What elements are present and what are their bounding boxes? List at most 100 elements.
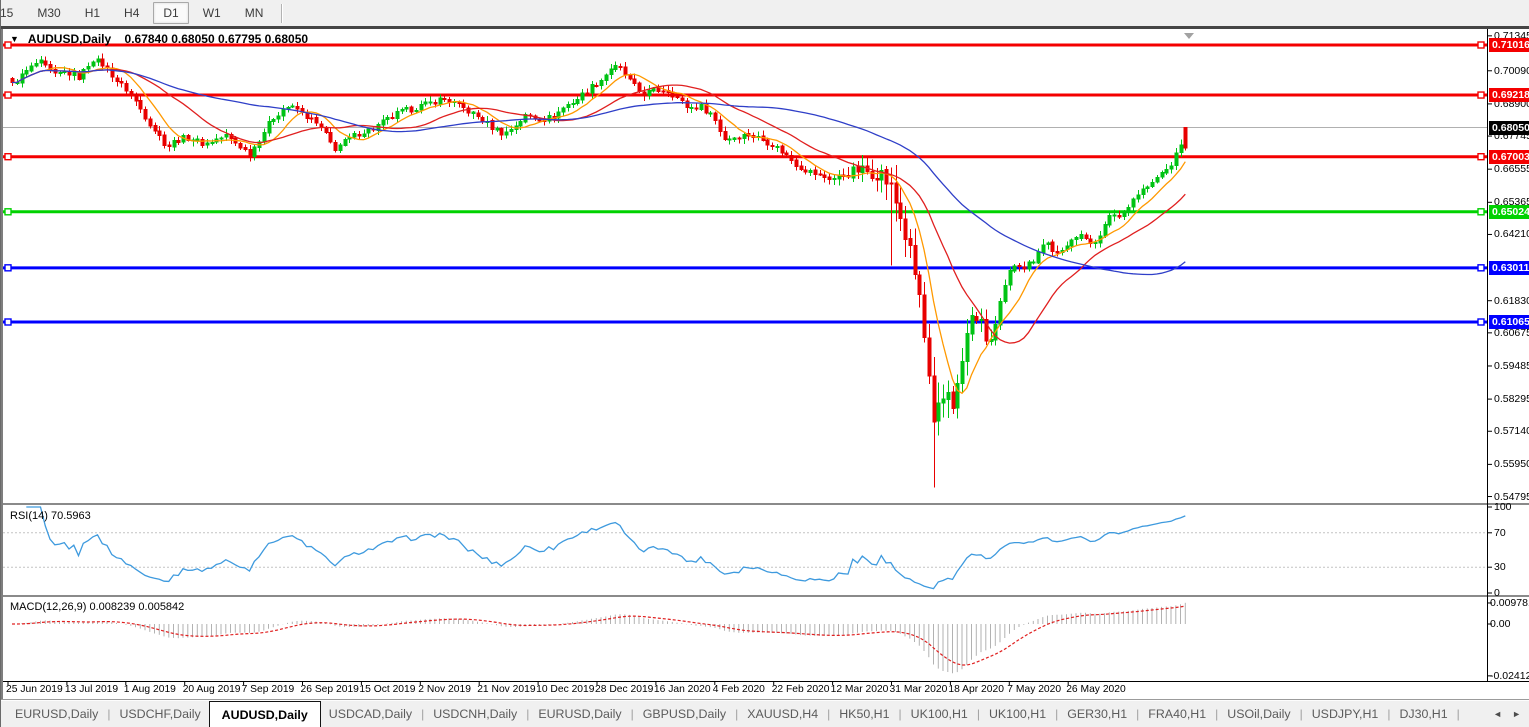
chart-tab-usoil-daily[interactable]: USOil,Daily bbox=[1227, 706, 1291, 721]
date-axis-label: 15 Oct 2019 bbox=[359, 684, 416, 695]
hline-handle[interactable] bbox=[4, 91, 12, 99]
hline-handle[interactable] bbox=[1477, 41, 1485, 49]
ma-21-line[interactable] bbox=[11, 68, 1186, 344]
date-axis-label: 26 Sep 2019 bbox=[300, 684, 359, 695]
price-tick-label: 0.59485 bbox=[1494, 359, 1529, 372]
hline-handle[interactable] bbox=[4, 264, 12, 272]
macd-tick-label: -0.02412 bbox=[1490, 669, 1529, 682]
rsi-line[interactable] bbox=[26, 506, 1186, 590]
chart-tab-usdchf-daily[interactable]: USDCHF,Daily bbox=[119, 706, 201, 721]
hline-handle[interactable] bbox=[4, 208, 12, 216]
ma-55-line[interactable] bbox=[11, 69, 1186, 276]
date-axis-label: 21 Nov 2019 bbox=[477, 684, 536, 695]
chart-tab-uk100-h1[interactable]: UK100,H1 bbox=[910, 706, 968, 721]
hline-handle[interactable] bbox=[1477, 318, 1485, 326]
chart-dropdown-icon[interactable]: ▼ bbox=[10, 34, 19, 44]
hline-price-flag[interactable]: 0.65024 bbox=[1489, 204, 1529, 219]
tab-separator: | bbox=[898, 706, 902, 721]
timeframe-button-d1[interactable]: D1 bbox=[153, 2, 189, 24]
date-axis-label: 31 Mar 2020 bbox=[889, 684, 948, 695]
price-tick-label: 0.60675 bbox=[1494, 326, 1529, 339]
date-axis-label: 4 Feb 2020 bbox=[712, 684, 765, 695]
macd-tick-label: 0.009781 bbox=[1490, 596, 1529, 609]
price-tick-label: 0.70090 bbox=[1494, 64, 1529, 77]
candles bbox=[10, 53, 1188, 488]
date-axis-label: 13 Jul 2019 bbox=[64, 684, 119, 695]
chart-tab-xauusd-h4[interactable]: XAUUSD,H4 bbox=[747, 706, 819, 721]
tab-separator: | bbox=[526, 706, 530, 721]
price-tick-label: 0.66555 bbox=[1494, 163, 1529, 176]
price-tick-label: 0.55950 bbox=[1494, 458, 1529, 471]
hline-price-flag[interactable]: 0.69218 bbox=[1489, 88, 1529, 103]
macd-tick-label: 0.00 bbox=[1490, 618, 1511, 630]
tab-separator: | bbox=[421, 706, 425, 721]
chart-tab-ger30-h1[interactable]: GER30,H1 bbox=[1067, 706, 1128, 721]
timeframe-button-m30[interactable]: M30 bbox=[37, 6, 61, 20]
date-axis-label: 1 Aug 2019 bbox=[123, 684, 176, 695]
timeframe-button-h4[interactable]: H4 bbox=[124, 6, 140, 20]
macd-signal-line[interactable] bbox=[12, 605, 1186, 666]
hline-price-flag[interactable]: 0.61065 bbox=[1489, 314, 1529, 329]
price-tick-label: 0.57140 bbox=[1494, 425, 1529, 438]
chart-tab-gbpusd-daily[interactable]: GBPUSD,Daily bbox=[642, 706, 727, 721]
date-axis-label: 16 Jan 2020 bbox=[653, 684, 711, 695]
hline-price-flag[interactable]: 0.71016 bbox=[1489, 38, 1529, 52]
price-tick-label: 0.58295 bbox=[1494, 393, 1529, 406]
chart-tab-dj30-h1[interactable]: DJ30,H1 bbox=[1399, 706, 1448, 721]
chart-shift-marker-icon[interactable] bbox=[1184, 33, 1194, 39]
date-axis-label: 12 Mar 2020 bbox=[830, 684, 889, 695]
chart-tab-fra40-h1[interactable]: FRA40,H1 bbox=[1148, 706, 1207, 721]
hline-handle[interactable] bbox=[4, 153, 12, 161]
tab-separator: | bbox=[1136, 706, 1140, 721]
hline-handle[interactable] bbox=[1477, 91, 1485, 99]
date-axis-label: 7 Sep 2019 bbox=[241, 684, 295, 695]
tab-scroll-left-icon[interactable]: ◄ bbox=[1493, 708, 1503, 719]
hline-price-flag[interactable]: 0.63011 bbox=[1489, 260, 1529, 275]
hline-handle[interactable] bbox=[1477, 264, 1485, 272]
chart-tab-eurusd-daily[interactable]: EURUSD,Daily bbox=[538, 706, 622, 721]
hline-handle[interactable] bbox=[1477, 153, 1485, 161]
date-axis-label: 18 Apr 2020 bbox=[948, 684, 1004, 695]
chart-tab-usdjpy-h1[interactable]: USDJPY,H1 bbox=[1311, 706, 1379, 721]
chart-tab-bar: EURUSD,Daily | USDCHF,Daily AUDUSD,Daily USD… bbox=[1, 699, 1529, 727]
date-axis-label: 28 Dec 2019 bbox=[595, 684, 654, 695]
tab-scroll-right-icon[interactable]: ► bbox=[1512, 708, 1521, 719]
chart-ohlc-values: 0.67840 0.68050 0.67795 0.68050 bbox=[124, 32, 309, 46]
chart-tab-hk50-h1[interactable]: HK50,H1 bbox=[839, 706, 890, 721]
timeframe-button-w1[interactable]: W1 bbox=[202, 6, 221, 20]
hline-handle[interactable] bbox=[4, 41, 12, 49]
tab-separator: | bbox=[827, 706, 831, 721]
hline-price-flag[interactable]: 0.67003 bbox=[1489, 149, 1529, 164]
tab-scroll-arrows: ◄ ► bbox=[1493, 700, 1529, 727]
date-axis-label: 26 May 2020 bbox=[1066, 684, 1126, 695]
chart-tab-audusd-daily[interactable]: AUDUSD,Daily bbox=[208, 701, 321, 727]
date-axis-label: 7 May 2020 bbox=[1007, 684, 1062, 695]
date-axis-label: 25 Jun 2019 bbox=[6, 684, 63, 695]
tab-separator: | bbox=[1456, 706, 1460, 721]
tab-separator: | bbox=[630, 706, 634, 721]
hline-handle[interactable] bbox=[1477, 208, 1485, 216]
chart-tab-eurusd-daily[interactable]: EURUSD,Daily bbox=[15, 706, 99, 721]
chart-canvas[interactable] bbox=[3, 29, 1529, 699]
hline-handle[interactable] bbox=[4, 318, 12, 326]
chart-tab-usdcad-daily[interactable]: USDCAD,Daily bbox=[328, 706, 413, 721]
chart-tab-uk100-h1[interactable]: UK100,H1 bbox=[988, 706, 1047, 721]
timeframe-button-15[interactable]: 15 bbox=[0, 6, 14, 20]
rsi-indicator-label: RSI(14) 70.5963 bbox=[10, 510, 91, 522]
current-price-flag: 0.68050 bbox=[1489, 120, 1529, 135]
rsi-tick-label: 70 bbox=[1494, 526, 1506, 539]
rsi-tick-label: 100 bbox=[1494, 501, 1512, 513]
tab-separator: | bbox=[1299, 706, 1303, 721]
toolbar-separator bbox=[281, 3, 283, 23]
chart-tab-usdcnh-daily[interactable]: USDCNH,Daily bbox=[433, 706, 518, 721]
ma-8-line[interactable] bbox=[11, 67, 1186, 395]
price-tick-label: 0.64210 bbox=[1494, 228, 1529, 241]
date-axis-label: 22 Feb 2020 bbox=[771, 684, 830, 695]
rsi-panel-separator[interactable] bbox=[3, 503, 1529, 505]
chart-window[interactable]: ▼ AUDUSD,Daily 0.67840 0.68050 0.67795 0… bbox=[1, 29, 1529, 699]
macd-panel-separator[interactable] bbox=[3, 595, 1529, 597]
timeframe-button-h1[interactable]: H1 bbox=[84, 6, 101, 20]
tab-separator: | bbox=[1055, 706, 1059, 721]
timeframe-button-mn[interactable]: MN bbox=[244, 6, 264, 20]
